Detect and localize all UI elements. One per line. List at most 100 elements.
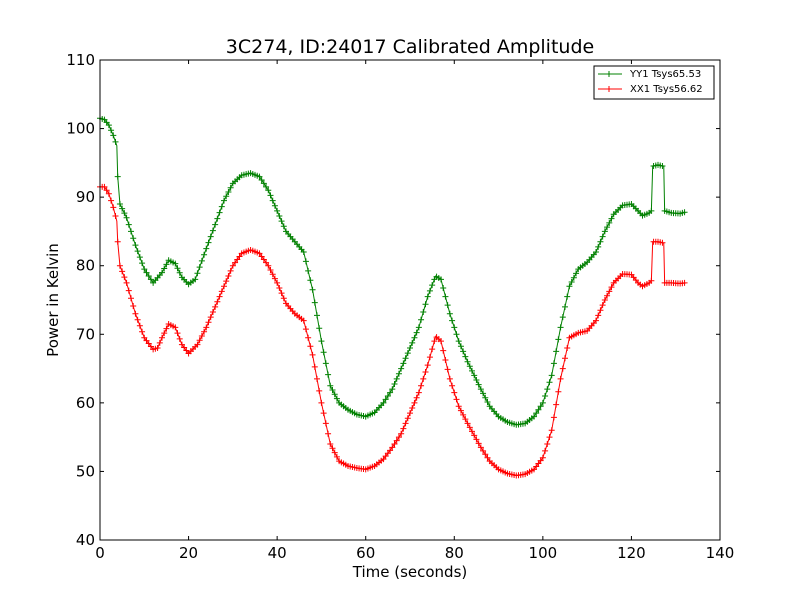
data-point: [309, 351, 316, 358]
data-point: [132, 242, 139, 249]
x-tick-label: 60: [356, 544, 375, 562]
data-point: [196, 264, 203, 271]
data-point: [393, 437, 400, 444]
data-point: [280, 295, 287, 302]
data-point: [477, 386, 484, 393]
data-point: [103, 187, 110, 194]
data-point: [267, 192, 274, 199]
data-point: [411, 399, 418, 406]
data-point: [429, 346, 436, 353]
data-point: [544, 441, 551, 447]
data-point: [172, 324, 179, 331]
data-point: [440, 347, 447, 354]
data-point: [606, 219, 613, 226]
data-point: [258, 177, 265, 183]
data-point: [207, 233, 214, 240]
data-point: [681, 279, 688, 286]
data-point: [119, 205, 126, 212]
data-point: [163, 261, 170, 268]
data-point: [544, 386, 551, 393]
data-point: [322, 420, 329, 427]
data-point: [260, 256, 267, 263]
data-point: [420, 309, 427, 315]
data-point: [604, 224, 611, 231]
data-point: [402, 355, 409, 362]
data-point: [218, 288, 225, 295]
data-point: [305, 334, 312, 341]
data-point: [139, 328, 146, 335]
data-point: [444, 366, 451, 373]
data-point: [209, 309, 216, 315]
data-point: [391, 381, 398, 387]
data-point: [473, 377, 480, 383]
data-point: [201, 251, 208, 258]
data-point: [159, 269, 165, 276]
data-point: [276, 285, 283, 291]
data-point: [116, 201, 123, 207]
data-point: [196, 337, 203, 344]
x-tick-label: 120: [617, 544, 646, 562]
data-point: [325, 430, 332, 437]
data-point: [130, 235, 137, 242]
data-point: [422, 301, 429, 308]
data-point: [105, 190, 112, 197]
y-tick-label: 110: [66, 51, 95, 69]
data-point: [263, 183, 270, 190]
data-point: [134, 248, 141, 255]
data-point: [451, 324, 458, 331]
data-point: [442, 357, 449, 363]
data-point: [597, 238, 604, 245]
data-point: [223, 278, 230, 285]
data-point: [473, 436, 480, 443]
data-point: [455, 403, 462, 410]
data-point: [484, 454, 491, 461]
data-point: [225, 189, 232, 195]
data-point: [384, 393, 391, 399]
y-tick-label: 40: [76, 531, 95, 549]
data-point: [449, 382, 456, 389]
data-point: [132, 310, 139, 317]
data-point: [139, 260, 146, 267]
x-axis-label: Time (seconds): [352, 563, 468, 581]
data-point: [482, 451, 489, 458]
data-point: [420, 375, 427, 382]
data-point: [413, 394, 420, 401]
data-point: [322, 360, 329, 367]
data-point: [451, 389, 458, 396]
data-point: [559, 365, 566, 372]
data-point: [112, 138, 119, 145]
data-point: [119, 268, 126, 275]
data-point: [320, 349, 327, 356]
data-point: [557, 324, 564, 331]
data-point: [593, 317, 599, 324]
data-point: [535, 406, 542, 413]
data-point: [429, 282, 436, 289]
data-point: [331, 391, 338, 398]
data-point: [453, 331, 460, 338]
data-point: [553, 348, 560, 355]
data-point: [174, 265, 181, 272]
data-point: [329, 445, 336, 452]
data-point: [482, 394, 489, 401]
data-point: [595, 243, 602, 250]
data-point: [274, 279, 281, 286]
data-point: [542, 393, 549, 399]
data-point: [460, 348, 467, 355]
data-point: [466, 363, 473, 370]
data-point: [260, 180, 267, 187]
data-point: [136, 322, 143, 329]
data-point: [194, 341, 201, 348]
data-point: [466, 424, 473, 431]
data-point: [305, 267, 312, 274]
data-point: [608, 215, 615, 222]
data-point: [475, 381, 482, 388]
data-point: [533, 410, 540, 417]
data-point: [176, 269, 183, 276]
legend-label-yy1: YY1 Tsys65.53: [629, 69, 701, 80]
data-point: [333, 395, 340, 402]
data-point: [426, 354, 433, 361]
x-tick-label: 80: [445, 544, 464, 562]
data-point: [318, 399, 325, 406]
data-point: [216, 293, 223, 300]
data-point: [382, 396, 389, 403]
